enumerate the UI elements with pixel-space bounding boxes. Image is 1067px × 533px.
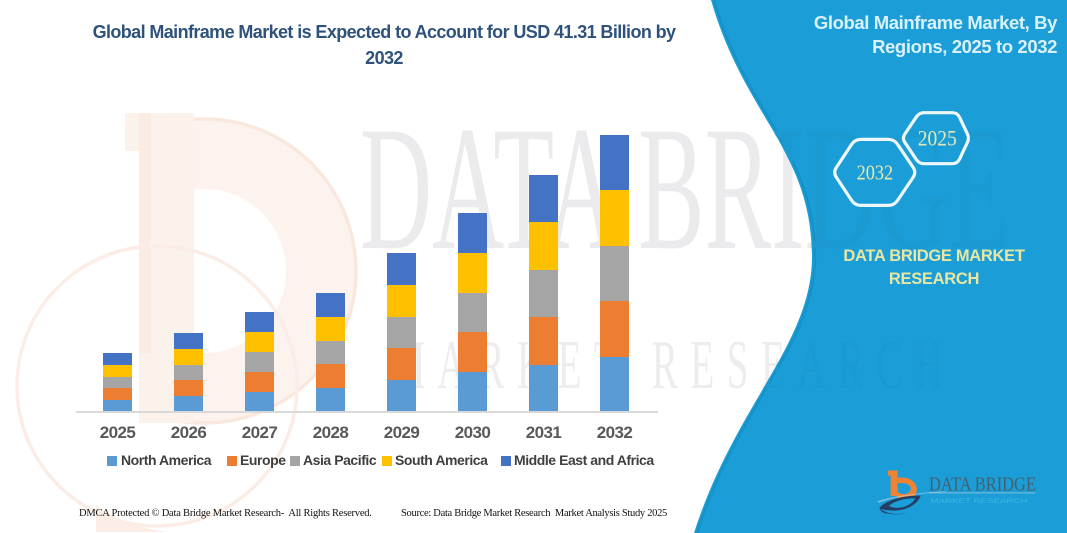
svg-text:DATA BRIDGE: DATA BRIDGE [360,90,1010,287]
svg-text:MARKET RESEARCH: MARKET RESEARCH [931,498,1028,505]
svg-text:2032: 2032 [857,161,894,185]
svg-text:DATA BRIDGE: DATA BRIDGE [929,474,1036,496]
svg-text:2025: 2025 [918,126,957,151]
